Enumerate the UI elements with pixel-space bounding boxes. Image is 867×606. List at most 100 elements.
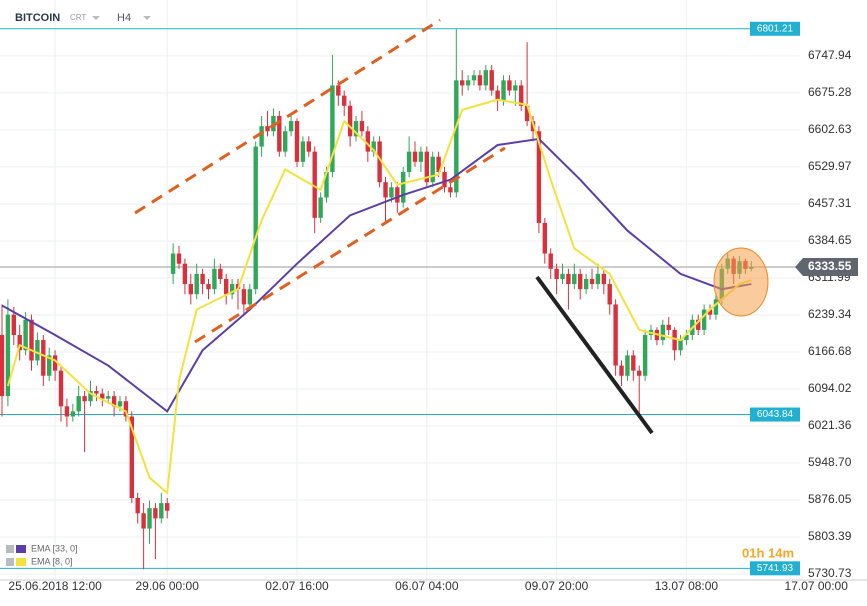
candle-body xyxy=(359,121,365,132)
legend-icon xyxy=(6,558,14,566)
price-level-tag xyxy=(750,561,800,576)
candle-body xyxy=(713,299,719,315)
candle-body xyxy=(601,273,607,285)
candle-body xyxy=(483,70,489,86)
candle-body xyxy=(88,391,93,402)
candle-body xyxy=(707,309,713,315)
candle-body xyxy=(572,273,577,285)
candle-body xyxy=(229,284,235,295)
candle-body xyxy=(35,340,40,361)
candle-body xyxy=(560,273,565,279)
last-price-label: 6333.55 xyxy=(808,259,852,273)
candle-body xyxy=(430,156,435,183)
candle-body xyxy=(106,396,111,399)
candle-body xyxy=(365,131,371,152)
candle-body xyxy=(625,355,630,376)
x-tick-label: 09.07 20:00 xyxy=(525,579,589,593)
candle-body xyxy=(117,401,123,407)
candle-body xyxy=(259,126,264,147)
dropdown-arrow[interactable] xyxy=(143,16,151,20)
candle-body xyxy=(566,273,571,285)
symbol[interactable]: BITCOIN xyxy=(15,12,60,24)
y-tick-label: 5730.73 xyxy=(808,566,852,580)
candle-body xyxy=(424,151,430,183)
candle-body xyxy=(342,95,347,106)
x-tick-label: 25.06.2018 12:00 xyxy=(8,579,102,593)
trend-line xyxy=(535,275,654,435)
candle-body xyxy=(489,70,494,91)
candle-body xyxy=(5,314,11,397)
symbol-type: CRT xyxy=(70,13,86,22)
candle-body xyxy=(448,187,453,193)
price-level-label: 6043.84 xyxy=(757,409,794,420)
candle-body xyxy=(613,304,618,366)
candle-body xyxy=(206,284,211,290)
candle-body xyxy=(23,319,28,351)
candle-body xyxy=(554,268,559,279)
candle-body xyxy=(52,355,58,371)
candle-body xyxy=(224,278,229,295)
candle-body xyxy=(123,401,129,417)
candle-body xyxy=(619,365,624,376)
candle-body xyxy=(495,90,500,101)
candle-body xyxy=(176,253,182,264)
candle-body xyxy=(247,289,253,305)
y-tick-label: 6529.97 xyxy=(808,159,852,173)
candle-body xyxy=(471,75,477,81)
plot-area xyxy=(0,28,800,570)
dropdown-arrow[interactable] xyxy=(92,16,100,20)
candle-body xyxy=(188,284,194,295)
x-tick-label: 13.07 08:00 xyxy=(655,579,719,593)
y-tick-label: 6021.36 xyxy=(808,418,852,432)
candle-body xyxy=(513,85,518,91)
ema-line xyxy=(1,137,752,413)
x-tick-label: 02.07 16:00 xyxy=(265,579,329,593)
y-tick-label: 6747.94 xyxy=(808,48,852,62)
x-tick-label: 17.07 00:00 xyxy=(785,579,849,593)
candle-body xyxy=(153,508,158,519)
candle-body xyxy=(241,289,247,305)
y-tick-label: 6166.68 xyxy=(808,344,852,358)
candle-body xyxy=(401,172,406,203)
y-tick-label: 6457.31 xyxy=(808,196,852,210)
candle-body xyxy=(353,121,359,137)
x-tick-label: 29.06 00:00 xyxy=(136,579,200,593)
trend-line xyxy=(194,146,506,344)
candle-body xyxy=(383,182,388,198)
candle-body xyxy=(395,187,400,203)
candle-body xyxy=(294,121,300,162)
legend-swatch xyxy=(16,545,26,553)
candle-body xyxy=(696,319,701,330)
candle-body xyxy=(288,121,294,132)
candle-body xyxy=(637,370,642,376)
candle-body xyxy=(165,503,170,511)
candle-body xyxy=(277,115,282,152)
candle-body xyxy=(589,278,595,285)
y-tick-label: 6675.28 xyxy=(808,85,852,99)
candle-body xyxy=(312,151,317,218)
candle-body xyxy=(64,406,70,417)
price-level-tag xyxy=(750,21,800,36)
annotations xyxy=(134,18,769,435)
candle-body xyxy=(100,393,105,399)
timeframe[interactable]: H4 xyxy=(117,12,131,24)
candle-body xyxy=(76,396,81,412)
candle-timer: 01h 14m xyxy=(742,545,794,560)
candle-body xyxy=(519,85,524,106)
candle-body xyxy=(642,335,648,376)
candle-body xyxy=(524,105,530,122)
candle-body xyxy=(418,151,424,162)
price-level-tag xyxy=(750,407,800,422)
y-tick-label: 6384.65 xyxy=(808,233,852,247)
candle-body xyxy=(684,335,689,341)
candle-body xyxy=(330,85,335,173)
y-tick-label: 6094.02 xyxy=(808,381,852,395)
candle-body xyxy=(141,513,146,529)
candle-body xyxy=(283,131,288,152)
legend-icon xyxy=(6,545,14,553)
last-price-tag xyxy=(795,257,858,276)
candle-body xyxy=(82,396,87,402)
legend-label: EMA [33, 0] xyxy=(31,543,78,553)
candle-body xyxy=(336,85,341,96)
